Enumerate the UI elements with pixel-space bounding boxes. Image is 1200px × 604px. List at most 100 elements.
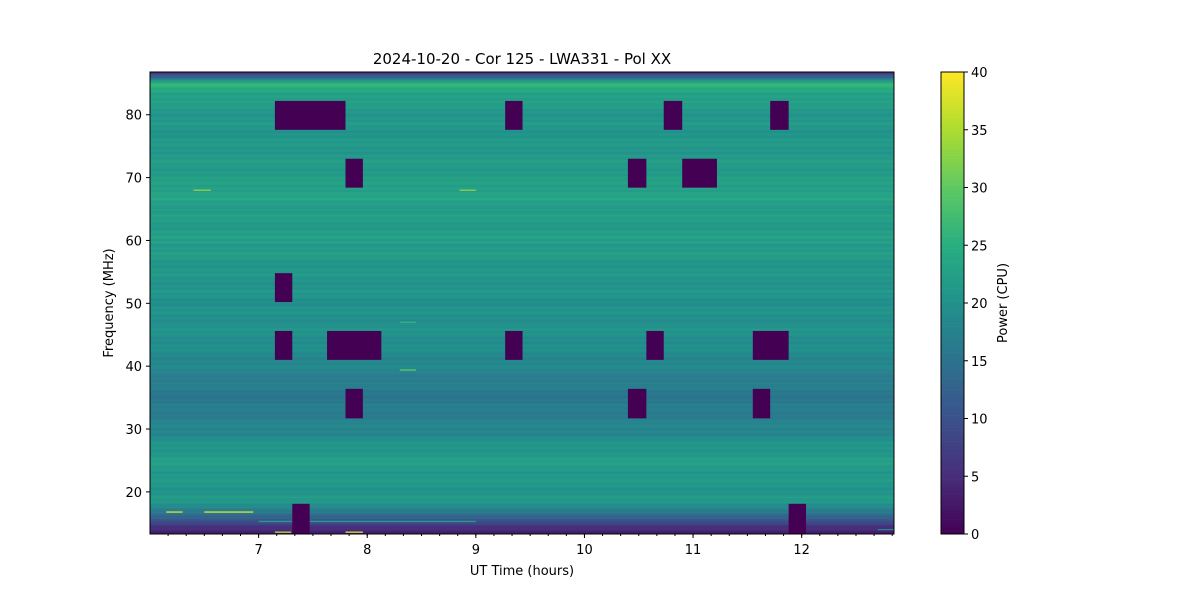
colorbar-segment [941, 242, 964, 246]
colorbar-segment [941, 502, 964, 506]
spectrum-row [150, 179, 894, 182]
spectrum-row [150, 327, 894, 330]
colorbar-segment [941, 184, 964, 188]
spectrum-row [150, 285, 894, 287]
colorbar-segment [941, 259, 964, 263]
colorbar-segment [941, 450, 964, 454]
spectrum-row [150, 72, 894, 75]
colorbar-segment [941, 343, 964, 347]
colorbar-segment [941, 190, 964, 194]
spectrum-row [150, 200, 894, 203]
flagged-block [663, 100, 683, 130]
colorbar-segment [941, 123, 964, 128]
spectrum-row [150, 365, 894, 368]
colorbar-tick-label: 10 [971, 413, 988, 428]
spectrum-row [150, 95, 894, 97]
spectrum-row [150, 385, 894, 388]
spectrum-row [150, 498, 894, 501]
spectrum-row [150, 424, 894, 427]
colorbar-segment [941, 181, 964, 185]
spectrum-row [150, 456, 894, 458]
spectrum-row [150, 261, 894, 263]
spectrum-row [150, 156, 894, 159]
spectrum-row [150, 444, 894, 447]
spectrum-row [150, 263, 894, 266]
axes: 7 8 9 10 11 12 20 30 40 50 60 70 80 [125, 71, 895, 558]
spectrum-row [150, 366, 894, 369]
spectrum-row [150, 457, 894, 459]
spectrum-row [150, 507, 894, 510]
spectrum-row [150, 381, 894, 384]
spectrum-row [150, 290, 894, 292]
spectrum-row [150, 502, 894, 505]
spectrum-row [150, 319, 894, 321]
colorbar-tick-label: 35 [971, 124, 988, 139]
spectrum-row [150, 87, 894, 90]
spectrum-row [150, 301, 894, 303]
colorbar-segment [941, 256, 964, 260]
rfi-line [193, 189, 211, 191]
y-tick-label: 60 [125, 234, 142, 249]
spectrum-row [150, 493, 894, 496]
colorbar-tick-label: 0 [971, 528, 979, 543]
spectrum-row [150, 194, 894, 197]
y-tick-label: 30 [125, 423, 142, 438]
spectrum-row [150, 166, 894, 169]
colorbar-segment [941, 490, 964, 494]
spectrum-row [150, 248, 894, 251]
spectrum-row [150, 310, 894, 312]
spectrum-row [150, 500, 894, 502]
x-tick-label: 9 [472, 543, 480, 558]
spectrum-row [150, 210, 894, 213]
spectrum-row [150, 518, 894, 521]
spectrum-row [150, 437, 894, 439]
colorbar-segment [941, 196, 964, 200]
colorbar-segment [941, 239, 964, 243]
spectrum-row [150, 324, 894, 326]
flagged-block [274, 330, 293, 360]
colorbar-segment [941, 386, 964, 390]
colorbar-segment [941, 74, 964, 79]
colorbar-segment [941, 360, 964, 364]
spectrum-row [150, 170, 894, 173]
spectrum-row [150, 522, 894, 525]
spectrum-row [150, 159, 894, 161]
spectrum-row [150, 442, 894, 444]
colorbar-segment [941, 392, 964, 396]
spectrum-row [150, 491, 894, 493]
colorbar-segment [941, 357, 964, 362]
spectrum-row [150, 506, 894, 508]
spectrum-row [150, 180, 894, 183]
colorbar-segment [941, 297, 964, 301]
spectrum-row [150, 375, 894, 378]
spectrum-row [150, 161, 894, 164]
colorbar-segment [941, 401, 964, 405]
colorbar-segment [941, 305, 964, 310]
colorbar-tick-label: 30 [971, 182, 988, 197]
colorbar-segment [941, 369, 964, 373]
spectrum-row [150, 433, 894, 435]
spectrum-row [150, 517, 894, 520]
spectrum-row [150, 220, 894, 223]
rfi-line [204, 511, 254, 513]
spectrum-row [150, 155, 894, 158]
colorbar-segment [941, 453, 964, 457]
spectrum-row [150, 483, 894, 486]
spectrum-row [150, 420, 894, 423]
spectrum-row [150, 144, 894, 146]
colorbar-segment [941, 519, 964, 523]
spectrum-row [150, 188, 894, 190]
spectrum-row [150, 163, 894, 165]
spectrum-row [150, 138, 894, 140]
rfi-line [877, 529, 894, 531]
spectrum-row [150, 293, 894, 296]
spectrum-row [150, 300, 894, 302]
spectrum-row [150, 282, 894, 285]
spectrum-row [150, 217, 894, 219]
spectrum-row [150, 190, 894, 193]
spectrum-row [150, 169, 894, 171]
colorbar-segment [941, 230, 964, 234]
spectrum-row [150, 399, 894, 402]
colorbar-segment [941, 430, 964, 434]
spectrum-row [150, 363, 894, 365]
